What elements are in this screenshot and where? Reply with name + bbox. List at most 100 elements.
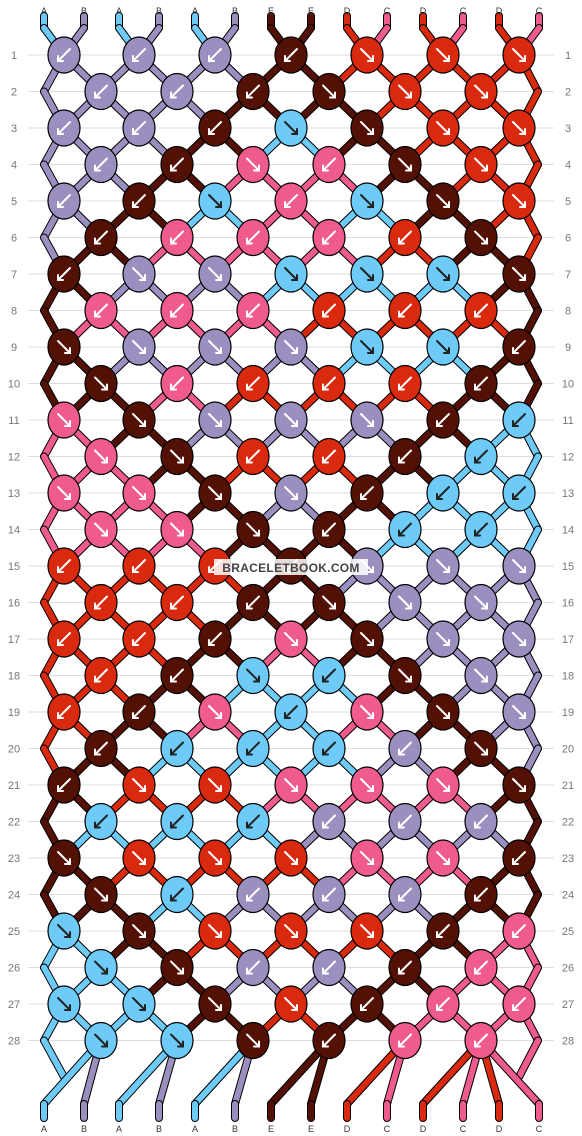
arrow-down-right-icon <box>436 340 450 354</box>
knot <box>426 766 460 804</box>
knot <box>350 912 384 950</box>
arrow-head <box>398 748 405 756</box>
arrow-down-left-icon <box>132 48 146 62</box>
arrow-head <box>481 675 488 683</box>
arrow-head <box>512 420 519 427</box>
knot <box>426 36 460 74</box>
arrow-down-right-icon <box>474 668 488 683</box>
knot <box>464 437 498 476</box>
arrow-head <box>170 748 177 756</box>
knot <box>312 875 346 914</box>
knot <box>122 328 156 366</box>
arrow-head <box>443 55 450 62</box>
knot <box>274 766 308 804</box>
arrow-down-right-icon <box>360 632 374 646</box>
arrow-head <box>474 821 481 829</box>
arrow-head <box>436 420 443 427</box>
arrow-down-left-icon <box>94 157 108 172</box>
arrow-head <box>367 201 374 208</box>
arrow-head <box>94 748 101 756</box>
knot <box>236 802 270 841</box>
knot <box>236 291 270 330</box>
arrow-down-left-icon <box>474 1033 488 1048</box>
arrow-head <box>170 602 177 610</box>
arrow-down-left-icon <box>398 960 412 975</box>
knot <box>122 985 156 1023</box>
row-number-left: 26 <box>8 963 20 975</box>
arrow-head <box>519 566 526 573</box>
arrow-down-left-icon <box>322 303 336 318</box>
arrow-down-right-icon <box>246 157 260 172</box>
arrow-down-right-icon <box>474 157 488 172</box>
arrow-head <box>398 310 405 318</box>
arrow-down-left-icon <box>246 449 260 464</box>
arrow-head <box>481 164 488 172</box>
arrow-down-right-icon <box>170 960 184 975</box>
arrow-down-right-icon <box>436 48 450 62</box>
row-number-right: 27 <box>562 999 574 1011</box>
arrow-head <box>246 894 253 902</box>
row-number-right: 1 <box>565 50 571 62</box>
arrow-head <box>57 712 64 719</box>
arrow-down-right-icon <box>512 705 526 719</box>
arrow-down-right-icon <box>208 778 222 792</box>
arrow-head <box>443 712 450 719</box>
knot <box>502 401 536 439</box>
knot <box>47 766 81 804</box>
knot <box>350 985 384 1023</box>
knot <box>198 766 232 804</box>
arrow-head <box>519 274 526 281</box>
knot <box>160 583 194 622</box>
arrow-head <box>57 566 64 573</box>
knot <box>502 182 536 220</box>
row-number-left: 13 <box>8 488 20 500</box>
arrow-head <box>139 931 146 938</box>
arrow-head <box>443 347 450 354</box>
arrow-down-right-icon <box>208 194 222 208</box>
arrow-down-right-icon <box>208 486 222 500</box>
arrow-head <box>367 785 374 792</box>
arrow-head <box>519 128 526 135</box>
string-label-bottom: A <box>41 1124 47 1134</box>
arrow-head <box>398 967 405 975</box>
knot <box>84 218 118 257</box>
arrow-head <box>57 785 64 792</box>
arrow-head <box>519 639 526 646</box>
knot <box>388 291 422 330</box>
arrow-head <box>481 602 488 610</box>
row-number-right: 17 <box>562 634 574 646</box>
knot <box>502 109 536 147</box>
string-label-bottom: E <box>308 1124 314 1134</box>
arrow-head <box>474 894 481 902</box>
arrow-head <box>101 967 108 975</box>
arrow-head <box>291 1004 298 1011</box>
arrow-head <box>215 931 222 938</box>
arrow-down-left-icon <box>170 230 184 245</box>
arrow-down-left-icon <box>398 814 412 829</box>
arrow-down-right-icon <box>208 413 222 427</box>
knot <box>198 401 232 439</box>
arrow-down-left-icon <box>474 960 488 975</box>
arrow-head <box>170 164 177 172</box>
string-label-bottom: A <box>192 1124 198 1134</box>
row-number-left: 10 <box>8 379 20 391</box>
arrow-head <box>94 91 101 99</box>
knot <box>464 364 498 403</box>
row-number-right: 7 <box>565 269 571 281</box>
knot <box>198 328 232 366</box>
knot <box>312 145 346 184</box>
arrow-head <box>398 456 405 464</box>
knot <box>426 255 460 293</box>
knot <box>312 948 346 987</box>
knot-grid <box>47 36 536 1060</box>
arrow-down-right-icon <box>132 924 146 938</box>
arrow-head <box>474 310 481 318</box>
knot <box>274 182 308 220</box>
string-letter-labels: A B A B A B E E D C D C D C A B A B A B E E D C D C D C <box>41 6 543 1134</box>
arrow-down-left-icon <box>398 522 412 537</box>
arrow-down-right-icon <box>132 486 146 500</box>
arrow-head <box>481 748 488 756</box>
arrow-head <box>291 128 298 135</box>
arrow-down-right-icon <box>284 486 298 500</box>
row-number-right: 13 <box>562 488 574 500</box>
